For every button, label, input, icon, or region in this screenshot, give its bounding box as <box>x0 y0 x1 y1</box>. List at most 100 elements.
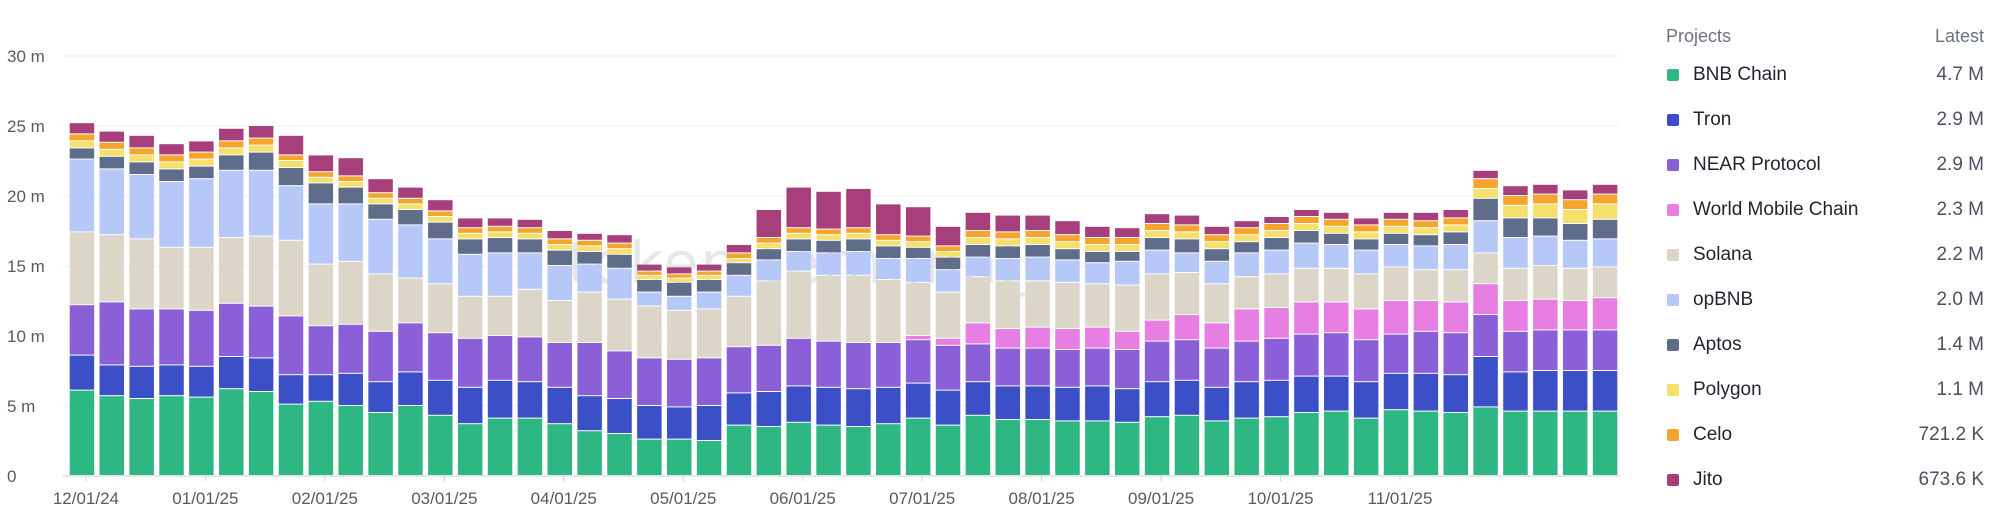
bar-stack[interactable] <box>995 215 1021 475</box>
bars[interactable] <box>69 123 1618 475</box>
bar-segment-solana[interactable] <box>1234 277 1259 309</box>
bar-segment-opbnb[interactable] <box>637 292 662 306</box>
bar-stack[interactable] <box>129 135 154 475</box>
bar-segment-opbnb[interactable] <box>1413 246 1439 270</box>
bar-segment-polygon[interactable] <box>457 233 483 239</box>
bar-segment-polygon[interactable] <box>1144 231 1170 237</box>
bar-segment-near-protocol[interactable] <box>1562 330 1588 370</box>
bar-segment-tron[interactable] <box>756 392 782 426</box>
bar-segment-solana[interactable] <box>786 271 811 338</box>
bar-segment-polygon[interactable] <box>248 145 274 152</box>
bar-segment-world-mobile-chain[interactable] <box>1144 320 1170 341</box>
bar-segment-jito[interactable] <box>1353 218 1379 225</box>
bar-segment-aptos[interactable] <box>756 249 782 260</box>
bar-segment-jito[interactable] <box>1025 215 1050 230</box>
bar-segment-solana[interactable] <box>517 289 543 337</box>
bar-segment-aptos[interactable] <box>935 257 961 270</box>
bar-stack[interactable] <box>368 179 393 475</box>
bar-segment-solana[interactable] <box>99 235 125 302</box>
bar-segment-polygon[interactable] <box>995 239 1021 246</box>
bar-segment-bnb-chain[interactable] <box>876 424 901 475</box>
bar-segment-tron[interactable] <box>248 358 274 391</box>
bar-segment-near-protocol[interactable] <box>278 316 304 375</box>
bar-segment-aptos[interactable] <box>876 246 901 258</box>
bar-stack[interactable] <box>1562 190 1588 475</box>
bar-segment-solana[interactable] <box>1114 285 1140 331</box>
bar-segment-opbnb[interactable] <box>368 219 393 274</box>
bar-segment-opbnb[interactable] <box>666 296 692 310</box>
bar-segment-jito[interactable] <box>1324 212 1349 219</box>
bar-segment-jito[interactable] <box>696 264 722 271</box>
bar-segment-aptos[interactable] <box>398 210 423 225</box>
bar-stack[interactable] <box>457 218 483 475</box>
bar-segment-aptos[interactable] <box>219 155 244 170</box>
bar-segment-celo[interactable] <box>1413 221 1439 228</box>
bar-segment-polygon[interactable] <box>1503 205 1528 218</box>
bar-segment-world-mobile-chain[interactable] <box>1443 302 1468 333</box>
bar-segment-polygon[interactable] <box>1085 245 1110 251</box>
bar-segment-polygon[interactable] <box>1443 225 1468 232</box>
bar-segment-opbnb[interactable] <box>308 204 334 264</box>
bar-segment-jito[interactable] <box>577 233 602 240</box>
bar-segment-polygon[interactable] <box>726 259 752 263</box>
bar-segment-jito[interactable] <box>1264 217 1289 223</box>
bar-segment-aptos[interactable] <box>1204 249 1230 261</box>
bar-stack[interactable] <box>1443 210 1468 475</box>
bar-stack[interactable] <box>159 144 184 475</box>
bar-segment-jito[interactable] <box>398 187 423 198</box>
bar-segment-celo[interactable] <box>1264 224 1289 230</box>
bar-segment-jito[interactable] <box>726 245 752 253</box>
bar-segment-near-protocol[interactable] <box>1025 348 1050 386</box>
bar-segment-world-mobile-chain[interactable] <box>1025 327 1050 348</box>
bar-segment-aptos[interactable] <box>1473 198 1498 221</box>
bar-segment-celo[interactable] <box>1562 200 1588 209</box>
bar-segment-near-protocol[interactable] <box>189 310 214 366</box>
bar-segment-bnb-chain[interactable] <box>189 397 214 475</box>
bar-segment-celo[interactable] <box>1294 217 1319 223</box>
bar-segment-celo[interactable] <box>398 198 423 204</box>
bar-segment-aptos[interactable] <box>457 239 483 254</box>
bar-segment-tron[interactable] <box>368 382 393 412</box>
bar-segment-jito[interactable] <box>786 187 811 228</box>
bar-segment-opbnb[interactable] <box>1085 263 1110 284</box>
bar-segment-bnb-chain[interactable] <box>666 439 692 475</box>
bar-segment-celo[interactable] <box>607 243 632 249</box>
bar-segment-near-protocol[interactable] <box>816 341 841 387</box>
bar-segment-bnb-chain[interactable] <box>637 439 662 475</box>
bar-segment-aptos[interactable] <box>1413 235 1439 246</box>
bar-segment-solana[interactable] <box>189 247 214 310</box>
bar-segment-bnb-chain[interactable] <box>1144 417 1170 475</box>
bar-stack[interactable] <box>1114 228 1140 475</box>
bar-segment-polygon[interactable] <box>1592 204 1618 219</box>
bar-stack[interactable] <box>756 210 782 475</box>
bar-segment-polygon[interactable] <box>846 233 871 239</box>
bar-stack[interactable] <box>935 226 961 475</box>
bar-segment-world-mobile-chain[interactable] <box>1413 301 1439 331</box>
bar-segment-celo[interactable] <box>1592 194 1618 204</box>
bar-segment-bnb-chain[interactable] <box>398 406 423 475</box>
bar-segment-solana[interactable] <box>1413 270 1439 300</box>
bar-segment-bnb-chain[interactable] <box>1383 410 1409 475</box>
bar-segment-celo[interactable] <box>786 228 811 233</box>
bar-segment-jito[interactable] <box>1174 215 1200 225</box>
bar-segment-near-protocol[interactable] <box>398 323 423 372</box>
bar-segment-bnb-chain[interactable] <box>607 434 632 475</box>
bar-segment-polygon[interactable] <box>69 141 95 148</box>
bar-segment-tron[interactable] <box>786 386 811 422</box>
bar-stack[interactable] <box>1503 186 1528 475</box>
bar-segment-tron[interactable] <box>1055 387 1080 421</box>
bar-stack[interactable] <box>666 267 692 475</box>
bar-segment-tron[interactable] <box>607 399 632 433</box>
bar-segment-bnb-chain[interactable] <box>846 427 871 475</box>
bar-segment-jito[interactable] <box>457 218 483 228</box>
bar-segment-jito[interactable] <box>935 226 961 246</box>
bar-segment-aptos[interactable] <box>159 169 184 181</box>
bar-segment-bnb-chain[interactable] <box>308 401 334 475</box>
bar-segment-polygon[interactable] <box>398 204 423 209</box>
bar-segment-tron[interactable] <box>1114 389 1140 422</box>
bar-segment-jito[interactable] <box>159 144 184 155</box>
bar-stack[interactable] <box>1085 226 1110 475</box>
bar-segment-celo[interactable] <box>428 211 453 216</box>
bar-segment-opbnb[interactable] <box>965 257 991 277</box>
bar-segment-solana[interactable] <box>278 240 304 316</box>
